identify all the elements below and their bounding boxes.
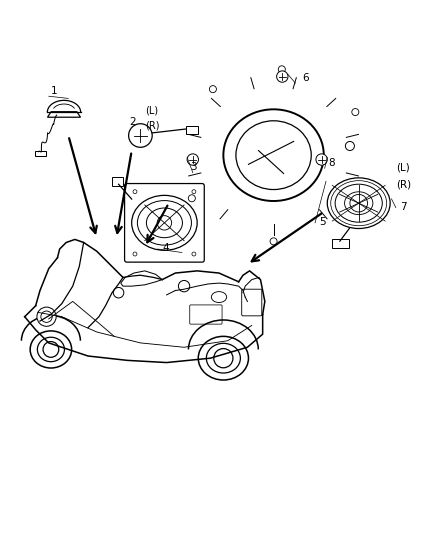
Ellipse shape — [138, 200, 191, 245]
Circle shape — [350, 195, 367, 212]
FancyBboxPatch shape — [190, 305, 222, 324]
Circle shape — [188, 195, 195, 202]
Ellipse shape — [327, 178, 390, 229]
FancyBboxPatch shape — [124, 183, 204, 262]
Circle shape — [43, 342, 59, 357]
Circle shape — [209, 86, 216, 93]
Text: 4: 4 — [162, 243, 169, 253]
Ellipse shape — [37, 337, 64, 362]
Ellipse shape — [223, 109, 324, 201]
Text: 2: 2 — [130, 117, 136, 127]
Ellipse shape — [198, 336, 248, 380]
Text: (R): (R) — [396, 179, 411, 189]
Circle shape — [192, 190, 196, 193]
Ellipse shape — [30, 331, 72, 368]
Ellipse shape — [335, 184, 382, 222]
Text: 8: 8 — [328, 158, 335, 168]
Ellipse shape — [212, 292, 226, 303]
Circle shape — [133, 190, 137, 193]
Ellipse shape — [331, 181, 387, 226]
Circle shape — [37, 307, 56, 326]
Circle shape — [113, 287, 124, 298]
Text: 6: 6 — [302, 73, 309, 83]
Circle shape — [270, 238, 277, 245]
Circle shape — [316, 154, 327, 165]
Text: 3: 3 — [191, 163, 197, 173]
Circle shape — [278, 66, 285, 73]
Circle shape — [157, 216, 172, 230]
Circle shape — [41, 311, 52, 322]
Circle shape — [214, 349, 233, 368]
Ellipse shape — [206, 343, 240, 373]
Ellipse shape — [132, 196, 197, 251]
Bar — [35, 151, 46, 156]
Bar — [186, 126, 198, 134]
Circle shape — [352, 109, 359, 116]
Ellipse shape — [236, 121, 311, 190]
Circle shape — [192, 252, 196, 256]
Text: (R): (R) — [145, 121, 159, 131]
Text: (L): (L) — [396, 163, 410, 173]
Circle shape — [129, 124, 152, 147]
Text: 5: 5 — [319, 217, 326, 227]
Circle shape — [346, 141, 354, 150]
Ellipse shape — [146, 208, 183, 238]
Text: 7: 7 — [400, 202, 407, 212]
Circle shape — [187, 154, 198, 165]
Circle shape — [178, 280, 190, 292]
Circle shape — [277, 71, 288, 82]
FancyBboxPatch shape — [242, 289, 262, 316]
Text: (L): (L) — [145, 106, 158, 116]
Bar — [112, 177, 124, 185]
Bar — [332, 239, 349, 247]
Circle shape — [347, 201, 354, 208]
Ellipse shape — [345, 192, 373, 215]
Text: 1: 1 — [51, 86, 57, 96]
Circle shape — [133, 252, 137, 256]
